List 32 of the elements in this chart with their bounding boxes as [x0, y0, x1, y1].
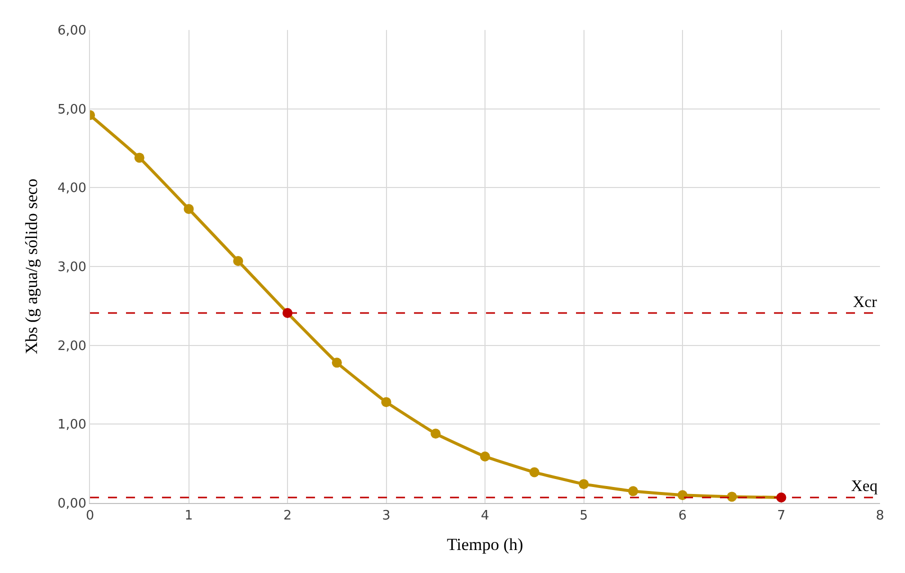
- y-tick-label: 6,00: [57, 24, 86, 39]
- x-tick-label: 7: [777, 508, 786, 524]
- x-tick-label: 3: [382, 508, 390, 524]
- point: [184, 204, 194, 214]
- point: [628, 486, 638, 496]
- y-tick-label: 3,00: [57, 260, 86, 276]
- x-tick-label: 1: [184, 508, 193, 524]
- point: [480, 451, 490, 462]
- x-tick-label: 0: [86, 508, 94, 524]
- x-tick-label: 8: [876, 508, 884, 524]
- y-tick-label: 5,00: [57, 102, 86, 118]
- point: [529, 467, 540, 478]
- point: [430, 428, 441, 439]
- y-tick-label: 0,00: [57, 496, 86, 512]
- point: [381, 397, 392, 408]
- ref-line-label: Xeq: [851, 478, 878, 495]
- point: [233, 256, 244, 266]
- x-tick-label: 4: [480, 508, 490, 524]
- x-axis-title: Tiempo (h): [446, 535, 524, 554]
- x-tick-label: 6: [678, 508, 687, 524]
- point: [678, 490, 688, 500]
- y-axis-title: Xbs (g agua/g sólido seco: [22, 178, 41, 354]
- point: [134, 152, 144, 163]
- y-tick-label: 4,00: [57, 181, 86, 196]
- y-tick-label: 2,00: [57, 338, 86, 354]
- point: [726, 492, 737, 502]
- x-tick-label: 2: [283, 508, 292, 524]
- point: [578, 479, 589, 490]
- ref-line-label: Xcr: [853, 294, 878, 311]
- point: [332, 358, 342, 368]
- x-tick-label: 5: [580, 508, 588, 524]
- y-tick-label: 1,00: [57, 418, 86, 433]
